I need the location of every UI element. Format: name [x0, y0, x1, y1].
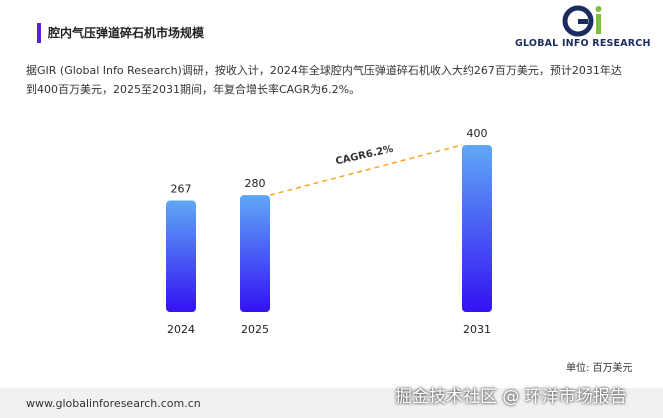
value-label: 267: [171, 183, 192, 196]
x-tick-label: 2031: [463, 323, 491, 336]
logo-text: GLOBAL INFO RESEARCH: [515, 38, 651, 49]
bar: [166, 200, 196, 312]
annotation: CAGR6.2%: [335, 144, 395, 168]
bar: [240, 195, 270, 312]
value-label: 280: [245, 177, 266, 190]
title-accent: [37, 23, 41, 43]
logo-mark: [562, 5, 602, 37]
trend-line: [269, 144, 463, 196]
footer-url: www.globalinforesearch.com.cn: [26, 397, 201, 410]
description: 据GIR (Global Info Research)调研，按收入计，2024年…: [26, 64, 622, 96]
footer: [0, 388, 663, 418]
watermark: 掘金技术社区 @ 环洋市场报告: [395, 387, 627, 407]
chart-title: 腔内气压弹道碎石机市场规模: [48, 26, 205, 40]
bar: [462, 145, 492, 312]
unit-label: 单位: 百万美元: [566, 363, 633, 374]
chart: 2024 267 2025 280 2031 400 CAGR6.2%: [166, 127, 492, 336]
value-label: 400: [467, 127, 488, 140]
x-tick-label: 2024: [167, 323, 195, 336]
x-tick-label: 2025: [241, 323, 269, 336]
